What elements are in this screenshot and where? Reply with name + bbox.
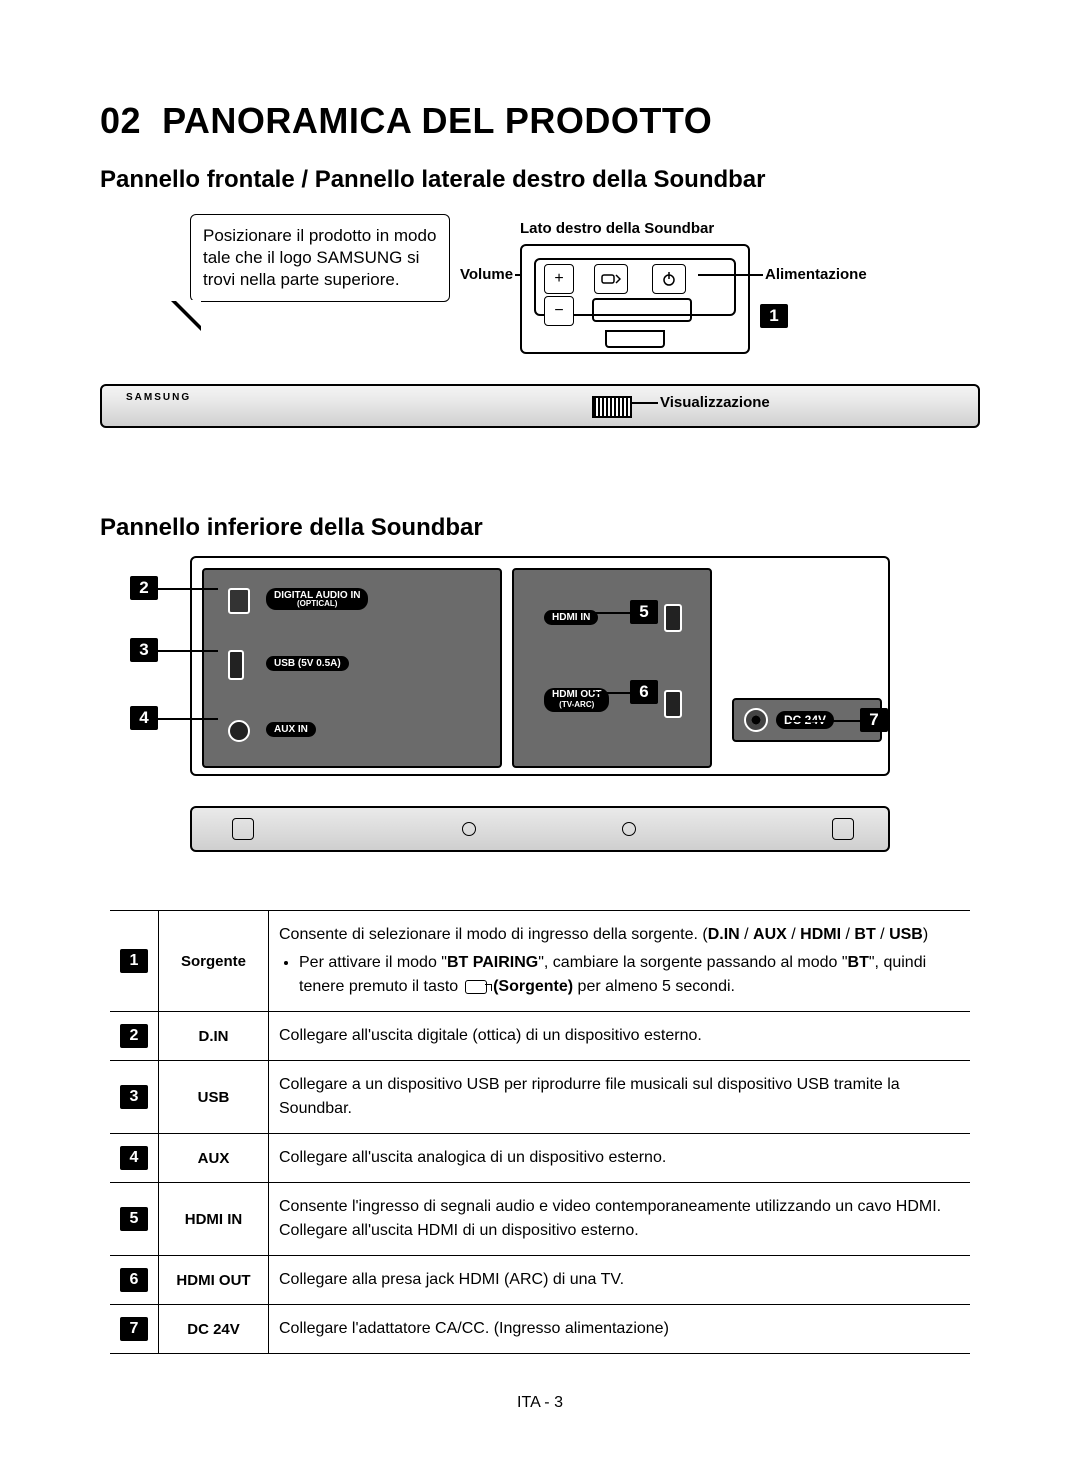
table-row: 2D.INCollegare all'uscita digitale (otti… — [110, 1012, 970, 1061]
source-button[interactable] — [594, 264, 628, 294]
section-title-text: PANORAMICA DEL PRODOTTO — [162, 100, 712, 141]
port-group-left: DIGITAL AUDIO IN (OPTICAL) USB (5V 0.5A)… — [202, 568, 502, 768]
table-cell-name: USB — [159, 1061, 269, 1134]
table-cell-num: 2 — [110, 1012, 159, 1061]
speech-bubble: Posizionare il prodotto in modo tale che… — [190, 214, 450, 302]
table-cell-name: D.IN — [159, 1012, 269, 1061]
ports-table: 1SorgenteConsente di selezionare il modo… — [110, 910, 970, 1354]
source-icon — [465, 980, 487, 994]
power-icon — [661, 271, 677, 287]
port-label-optical: DIGITAL AUDIO IN (OPTICAL) — [266, 588, 368, 610]
section-title: 02 PANORAMICA DEL PRODOTTO — [100, 100, 980, 142]
table-cell-num: 6 — [110, 1256, 159, 1305]
dc-jack — [744, 708, 768, 732]
port-usb — [228, 650, 244, 680]
callout-7: 7 — [860, 708, 888, 732]
power-button[interactable] — [652, 264, 686, 294]
volume-down-button[interactable]: − — [544, 296, 574, 326]
screw-1 — [462, 822, 476, 836]
volume-up-button[interactable]: + — [544, 264, 574, 294]
right-control-block: + − — [520, 244, 750, 354]
diagram-front-right-panel: Posizionare il prodotto in modo tale che… — [100, 214, 980, 494]
subtitle-front-panel: Pannello frontale / Pannello laterale de… — [100, 166, 980, 194]
leader-display — [630, 402, 658, 404]
table-row: 4AUXCollegare all'uscita analogica di un… — [110, 1134, 970, 1183]
leader-power — [698, 274, 763, 276]
label-alimentazione: Alimentazione — [765, 266, 867, 283]
table-cell-desc: Collegare all'uscita analogica di un dis… — [269, 1134, 971, 1183]
front-display — [592, 396, 632, 418]
port-label-hdmi-out-sub: (TV-ARC) — [559, 700, 594, 709]
port-hdmi-in — [664, 604, 682, 632]
callout-1: 1 — [760, 304, 788, 328]
leader-6 — [590, 692, 630, 694]
soundbar-bottom-view — [190, 806, 890, 852]
ports-table-body: 1SorgenteConsente di selezionare il modo… — [110, 911, 970, 1354]
port-label-usb: USB (5V 0.5A) — [266, 656, 349, 671]
leader-3 — [158, 650, 218, 652]
control-foot — [605, 330, 665, 348]
table-cell-name: HDMI OUT — [159, 1256, 269, 1305]
table-cell-desc: Collegare a un dispositivo USB per ripro… — [269, 1061, 971, 1134]
mount-hole-right — [832, 818, 854, 840]
leader-2 — [158, 588, 218, 590]
label-volume: Volume — [460, 266, 513, 283]
table-cell-desc: Collegare alla presa jack HDMI (ARC) di … — [269, 1256, 971, 1305]
table-row: 1SorgenteConsente di selezionare il modo… — [110, 911, 970, 1012]
mount-hole-left — [232, 818, 254, 840]
callout-5: 5 — [630, 600, 658, 624]
table-cell-num: 3 — [110, 1061, 159, 1134]
label-visualizzazione: Visualizzazione — [660, 394, 770, 411]
table-cell-name: DC 24V — [159, 1305, 269, 1354]
table-cell-desc: Collegare all'uscita digitale (ottica) d… — [269, 1012, 971, 1061]
table-cell-num: 5 — [110, 1183, 159, 1256]
leader-5 — [590, 612, 630, 614]
subtitle-bottom-panel: Pannello inferiore della Soundbar — [100, 514, 980, 542]
callout-4: 4 — [130, 706, 158, 730]
table-cell-desc: Consente di selezionare il modo di ingre… — [269, 911, 971, 1012]
table-cell-name: Sorgente — [159, 911, 269, 1012]
table-cell-num: 7 — [110, 1305, 159, 1354]
callout-6: 6 — [630, 680, 658, 704]
table-row: 3USBCollegare a un dispositivo USB per r… — [110, 1061, 970, 1134]
port-optical — [228, 588, 250, 614]
port-aux — [228, 720, 250, 742]
right-side-label: Lato destro della Soundbar — [520, 220, 714, 237]
table-row: 7DC 24VCollegare l'adattatore CA/CC. (In… — [110, 1305, 970, 1354]
screw-2 — [622, 822, 636, 836]
soundbar-front: SAMSUNG — [100, 384, 980, 428]
table-cell-desc: Collegare l'adattatore CA/CC. (Ingresso … — [269, 1305, 971, 1354]
port-label-hdmi-out-text: HDMI OUT — [552, 689, 601, 700]
source-icon — [601, 272, 621, 286]
callout-2: 2 — [130, 576, 158, 600]
table-cell-num: 1 — [110, 911, 159, 1012]
port-label-aux: AUX IN — [266, 722, 316, 737]
section-number: 02 — [100, 100, 141, 141]
table-cell-desc: Consente l'ingresso di segnali audio e v… — [269, 1183, 971, 1256]
port-hdmi-out — [664, 690, 682, 718]
port-group-right: HDMI IN HDMI OUT (TV-ARC) — [512, 568, 712, 768]
table-row: 6HDMI OUTCollegare alla presa jack HDMI … — [110, 1256, 970, 1305]
bottom-panel-outline: DIGITAL AUDIO IN (OPTICAL) USB (5V 0.5A)… — [190, 556, 890, 776]
leader-4 — [158, 718, 218, 720]
table-cell-name: HDMI IN — [159, 1183, 269, 1256]
callout-3: 3 — [130, 638, 158, 662]
page-footer: ITA - 3 — [100, 1394, 980, 1412]
table-row: 5HDMI INConsente l'ingresso di segnali a… — [110, 1183, 970, 1256]
diagram-bottom-panel: DIGITAL AUDIO IN (OPTICAL) USB (5V 0.5A)… — [100, 556, 980, 886]
table-cell-name: AUX — [159, 1134, 269, 1183]
speaker-grille — [592, 298, 692, 322]
leader-7 — [790, 720, 860, 722]
table-cell-num: 4 — [110, 1134, 159, 1183]
samsung-logo: SAMSUNG — [126, 392, 191, 403]
